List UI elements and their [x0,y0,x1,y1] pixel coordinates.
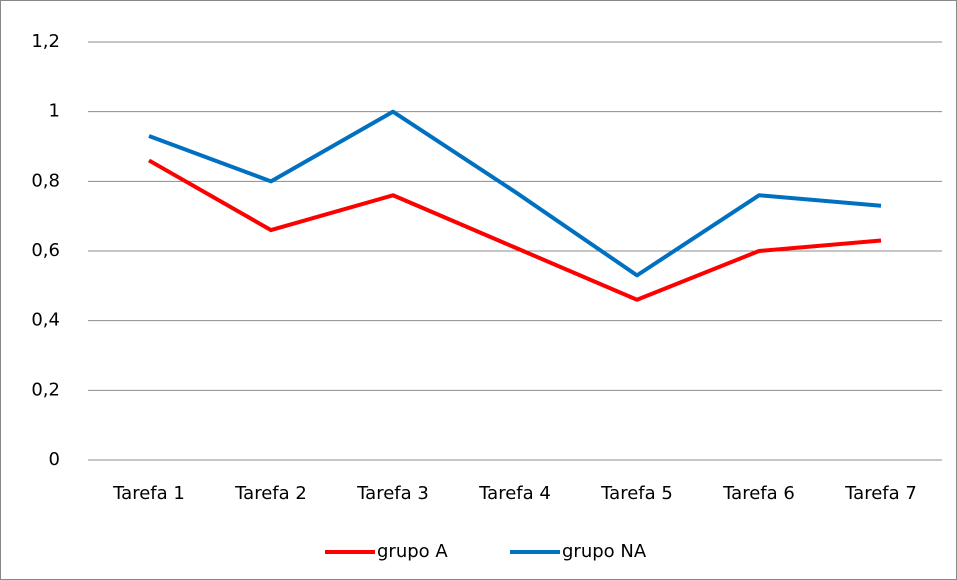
series-line [148,158,882,302]
x-tick-label: Tarefa 4 [478,483,551,504]
legend-label: grupo NA [562,541,647,562]
x-tick-label: Tarefa 2 [234,483,307,504]
y-tick-label: 0 [49,449,60,470]
x-tick-label: Tarefa 7 [844,483,917,504]
x-tick-label: Tarefa 1 [112,483,185,504]
y-tick-label: 1 [49,101,60,122]
y-tick-label: 1,2 [31,31,60,52]
y-tick-label: 0,6 [31,240,60,261]
y-tick-label: 0,4 [31,310,60,331]
x-tick-label: Tarefa 3 [356,483,429,504]
x-tick-label: Tarefa 5 [600,483,673,504]
y-tick-label: 0,8 [31,170,60,191]
legend-label: grupo A [377,541,448,562]
y-tick-label: 0,2 [31,379,60,400]
series-line [148,109,882,278]
x-tick-label: Tarefa 6 [722,483,795,504]
